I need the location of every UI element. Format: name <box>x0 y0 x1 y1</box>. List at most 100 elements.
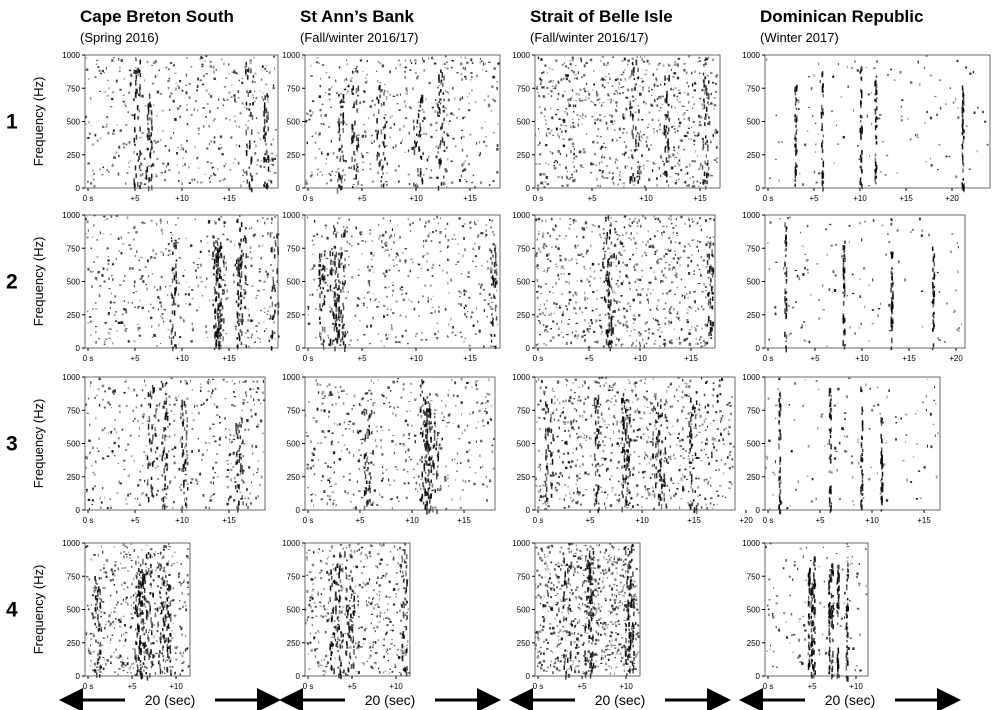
noise <box>234 99 236 102</box>
noise <box>95 326 97 327</box>
streak <box>218 321 220 327</box>
noise <box>116 80 118 83</box>
noise <box>670 88 672 91</box>
noise <box>556 128 558 131</box>
noise <box>689 245 691 246</box>
streak <box>151 126 153 131</box>
streak <box>440 160 442 164</box>
noise <box>589 325 591 327</box>
noise <box>573 153 575 156</box>
streak <box>796 131 798 134</box>
noise <box>415 72 416 74</box>
noise <box>445 308 447 311</box>
noise <box>481 284 483 286</box>
x-tick-label: +5 <box>810 354 820 363</box>
noise <box>849 326 851 328</box>
noise <box>191 289 193 291</box>
noise <box>385 270 387 273</box>
streak <box>666 91 668 97</box>
noise <box>685 173 687 174</box>
noise <box>591 322 593 325</box>
noise <box>125 124 127 125</box>
noise <box>367 307 368 308</box>
noise <box>447 246 449 248</box>
streak <box>491 340 493 343</box>
noise <box>234 120 236 122</box>
noise <box>659 327 661 328</box>
noise <box>561 266 563 269</box>
noise <box>130 74 131 77</box>
noise <box>383 217 385 219</box>
noise <box>608 73 610 75</box>
noise <box>391 249 392 250</box>
noise <box>160 219 161 221</box>
noise <box>656 177 658 180</box>
noise <box>565 108 567 110</box>
noise <box>660 84 661 85</box>
noise <box>255 145 257 148</box>
noise <box>222 234 224 236</box>
noise <box>177 164 178 165</box>
noise <box>226 99 228 100</box>
noise <box>546 176 548 179</box>
noise <box>603 143 604 144</box>
noise <box>155 253 157 254</box>
streak <box>263 128 265 131</box>
noise <box>656 130 657 132</box>
noise <box>632 254 634 256</box>
y-tick-label: 250 <box>747 311 761 320</box>
noise <box>674 294 676 295</box>
noise <box>957 107 958 108</box>
streak <box>495 307 497 312</box>
streak <box>243 238 245 241</box>
noise <box>586 252 587 254</box>
noise <box>434 333 436 335</box>
streak <box>213 267 215 269</box>
noise <box>703 66 705 67</box>
streak <box>263 184 265 186</box>
streak <box>860 120 862 122</box>
noise <box>574 292 576 295</box>
noise <box>621 74 622 75</box>
noise <box>680 257 682 258</box>
streak <box>354 132 356 137</box>
noise <box>162 318 163 320</box>
noise <box>849 241 850 243</box>
streak <box>861 93 863 98</box>
noise <box>602 331 603 332</box>
noise <box>552 152 554 154</box>
streak <box>784 332 786 337</box>
noise <box>622 113 624 116</box>
noise <box>372 180 374 182</box>
noise <box>461 78 462 81</box>
noise <box>411 301 413 303</box>
streak <box>263 111 265 117</box>
x-tick-label: +20 <box>949 354 963 363</box>
noise <box>196 309 198 311</box>
streak <box>666 97 668 102</box>
noise <box>247 319 249 322</box>
noise <box>157 91 159 94</box>
noise <box>431 266 433 269</box>
streak <box>713 269 715 274</box>
noise <box>461 130 463 131</box>
noise <box>351 77 353 79</box>
streak <box>334 303 336 307</box>
noise <box>630 75 632 77</box>
streak <box>494 262 496 267</box>
streak <box>861 131 863 133</box>
noise <box>271 157 273 160</box>
streak <box>237 344 239 348</box>
streak <box>415 184 417 186</box>
streak <box>218 306 220 311</box>
noise <box>620 254 622 255</box>
streak <box>795 125 797 128</box>
noise <box>159 402 160 403</box>
noise <box>657 320 659 322</box>
noise <box>228 73 229 74</box>
noise <box>710 141 712 144</box>
noise <box>191 66 193 67</box>
streak <box>634 177 636 182</box>
noise <box>896 172 898 174</box>
